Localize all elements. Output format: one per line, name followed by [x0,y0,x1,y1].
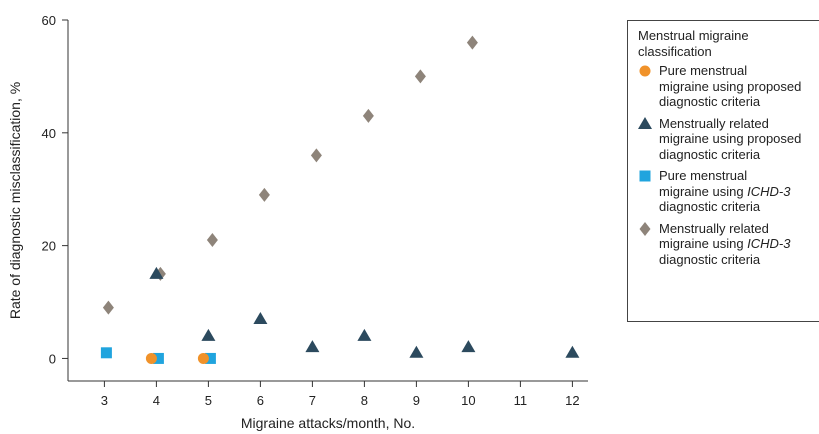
y-tick-label: 40 [42,126,56,141]
circle-data-point [145,352,157,364]
triangle-data-point [357,328,372,341]
legend-items: Pure menstrual migraine using proposed d… [638,63,818,267]
x-axis-label: Migraine attacks/month, No. [241,415,415,431]
legend: Menstrual migraine classification Pure m… [627,20,819,322]
square-data-point [152,352,164,364]
legend-item: Pure menstrual migraine using ICHD-3 dia… [638,168,818,215]
x-tick-label: 8 [361,393,368,408]
x-tick-label: 11 [514,393,528,408]
triangle-data-point [201,328,216,341]
diamond-legend-glyph [639,221,651,236]
triangle-data-point [149,266,164,279]
y-axis-ticks: 0 20 40 60 [42,13,68,366]
y-tick-label: 20 [42,239,56,254]
legend-item: Menstrually related migraine using propo… [638,116,818,163]
circle-data-point [197,352,209,364]
x-tick-label: 5 [205,393,212,408]
x-tick-label: 7 [309,393,316,408]
y-tick-label: 60 [42,13,56,28]
x-tick-label: 6 [257,393,264,408]
triangle-data-point [305,340,320,353]
diamond-data-point [414,69,426,84]
diamond-data-point [102,300,114,315]
square-legend-glyph [639,170,651,182]
triangle-data-point [409,345,424,358]
x-tick-label: 9 [413,393,420,408]
legend-item: Pure menstrual migraine using proposed d… [638,63,818,110]
legend-item-label: Pure menstrual migraine using ICHD-3 dia… [659,168,791,214]
diamond-data-point [466,35,478,50]
diamond-data-point [206,232,218,247]
circle-marker-icon [638,64,652,78]
x-axis-ticks: 3 4 5 6 7 8 9 10 11 12 [101,381,580,408]
diamond-data-point [258,187,270,202]
legend-title: Menstrual migraine classification [638,28,749,59]
legend-item-label: Menstrually related migraine using ICHD-… [659,220,791,267]
circle-legend-glyph [639,65,651,77]
x-tick-label: 4 [153,393,160,408]
square-data-point [204,352,216,364]
axes [67,20,588,382]
triangle-data-point [253,311,268,324]
square-marker-icon [638,169,652,183]
x-tick-label: 10 [461,393,475,408]
y-tick-label: 0 [49,351,56,366]
y-axis-label: Rate of diagnostic misclassification, % [7,82,23,319]
square-data-point [100,347,112,359]
triangle-data-point [565,345,580,358]
data-points [100,35,580,364]
x-tick-label: 3 [101,393,108,408]
diamond-data-point [362,108,374,123]
legend-item: Menstrually related migraine using ICHD-… [638,221,818,268]
legend-item-label: Menstrually related migraine using propo… [659,115,802,162]
legend-item-label: Pure menstrual migraine using proposed d… [659,63,802,109]
diamond-marker-icon [638,221,652,236]
triangle-data-point [461,340,476,353]
diamond-data-point [310,148,322,163]
x-tick-label: 12 [565,393,579,408]
triangle-legend-glyph [638,116,652,129]
triangle-marker-icon [638,116,652,131]
